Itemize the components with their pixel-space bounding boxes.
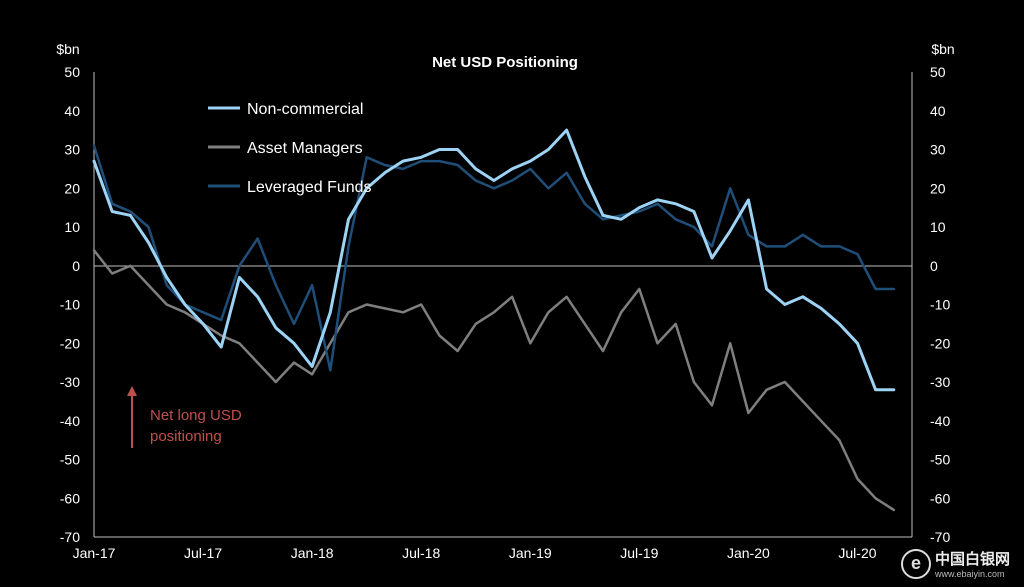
- y-unit-right: $bn: [931, 41, 954, 57]
- chart-title: Net USD Positioning: [432, 54, 578, 71]
- y-tick-label-left: -70: [60, 529, 80, 545]
- y-tick-label-right: -70: [930, 529, 950, 545]
- watermark-text: 中国白银网 www.ebaiyin.com: [935, 548, 1010, 579]
- watermark: e 中国白银网 www.ebaiyin.com: [900, 548, 1010, 579]
- y-tick-label-right: -60: [930, 490, 950, 506]
- series-line-non-commercial: [92, 128, 896, 392]
- x-tick-label: Jan-17: [73, 545, 116, 561]
- y-tick-label-left: -60: [60, 490, 80, 506]
- x-tick-label: Jan-20: [727, 545, 770, 561]
- y-tick-label-right: -30: [930, 374, 950, 390]
- y-tick-label-left: 30: [64, 142, 80, 158]
- arrow-head-icon: [127, 386, 137, 396]
- series-line-asset-managers: [92, 249, 896, 512]
- y-unit-left: $bn: [56, 41, 79, 57]
- watermark-url: www.ebaiyin.com: [934, 569, 1005, 579]
- y-tick-label-right: 20: [930, 180, 946, 196]
- y-tick-label-left: -10: [60, 297, 80, 313]
- y-tick-label-left: 40: [64, 103, 80, 119]
- legend: Non-commercial Asset Managers Leveraged …: [208, 101, 372, 196]
- y-tick-label-left: 10: [64, 219, 80, 235]
- series-group: [92, 128, 896, 512]
- x-tick-label: Jul-20: [838, 545, 876, 561]
- x-tick-label: Jan-18: [291, 545, 334, 561]
- x-tick-label: Jul-18: [402, 545, 440, 561]
- legend-label-non-commercial: Non-commercial: [247, 101, 363, 118]
- x-tick-label: Jul-19: [620, 545, 658, 561]
- annotation-line1: Net long USD: [150, 407, 242, 424]
- y-tick-label-left: 20: [64, 180, 80, 196]
- y-tick-label-right: -40: [930, 413, 950, 429]
- watermark-logo-icon: e: [900, 548, 931, 579]
- legend-label-leveraged-funds: Leveraged Funds: [247, 179, 372, 196]
- annotation-line2: positioning: [150, 428, 222, 445]
- x-tick-label: Jul-17: [184, 545, 222, 561]
- y-tick-label-right: 50: [930, 64, 946, 80]
- y-tick-label-right: -10: [930, 297, 950, 313]
- y-tick-label-left: -50: [60, 452, 80, 468]
- annotation: Net long USD positioning: [127, 386, 242, 448]
- legend-label-asset-managers: Asset Managers: [247, 140, 363, 157]
- y-tick-label-left: -20: [60, 335, 80, 351]
- watermark-cn: 中国白银网: [934, 550, 1010, 568]
- y-tick-label-right: 10: [930, 219, 946, 235]
- y-tick-label-left: -40: [60, 413, 80, 429]
- y-tick-label-right: 40: [930, 103, 946, 119]
- x-tick-label: Jan-19: [509, 545, 552, 561]
- y-tick-label-right: 0: [930, 258, 938, 274]
- y-tick-label-right: 30: [930, 142, 946, 158]
- y-tick-label-right: -20: [930, 335, 950, 351]
- y-tick-label-left: 50: [64, 64, 80, 80]
- y-tick-label-left: 0: [72, 258, 80, 274]
- series-line-leveraged-funds: [92, 144, 896, 372]
- y-ticks-left: 50 40 30 20 10 0 -10 -20 -30 -40 -50 -60 -70: [60, 64, 80, 545]
- y-tick-label-right: -50: [930, 452, 950, 468]
- y-tick-label-left: -30: [60, 374, 80, 390]
- x-ticks: Jan-17 Jul-17 Jan-18 Jul-18 Jan-19 Jul-19 Jan-…: [73, 545, 877, 561]
- y-ticks-right: 50 40 30 20 10 0 -10 -20 -30 -40 -50 -60 -70: [930, 64, 950, 545]
